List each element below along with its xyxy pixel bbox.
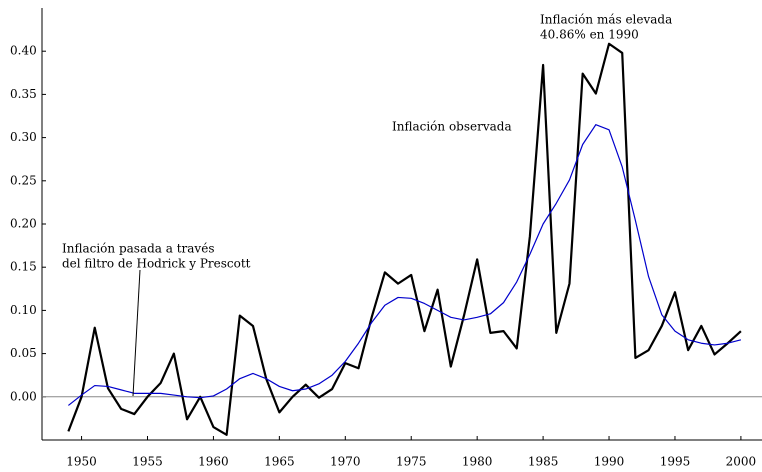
y-tick-label: 0.25 xyxy=(10,173,37,187)
x-tick-label: 1980 xyxy=(462,455,493,469)
series-line xyxy=(68,124,742,406)
series-line xyxy=(67,42,742,436)
annotation: Inflación pasada a través xyxy=(62,242,214,256)
x-tick-label: 1985 xyxy=(528,455,559,469)
y-tick-label: 0.30 xyxy=(10,130,37,144)
x-tick-label: 1950 xyxy=(66,455,97,469)
x-tick-label: 1960 xyxy=(198,455,229,469)
x-tick-label: 1965 xyxy=(264,455,295,469)
x-tick-label: 1995 xyxy=(660,455,691,469)
annotation: Inflación más elevada xyxy=(540,13,672,27)
annotation: del filtro de Hodrick y Prescott xyxy=(62,257,251,271)
y-tick-label: 0.10 xyxy=(10,303,37,317)
annotation-pointer xyxy=(132,269,141,397)
x-tick-label: 1975 xyxy=(396,455,427,469)
y-tick-label: 0.40 xyxy=(10,44,37,58)
x-tick-label: 1990 xyxy=(594,455,625,469)
y-tick-label: 0.05 xyxy=(10,346,37,360)
y-tick-label: 0.15 xyxy=(10,260,37,274)
annotation: Inflación observada xyxy=(392,120,512,134)
y-tick-label: 0.35 xyxy=(10,87,37,101)
y-tick-label: 0.00 xyxy=(10,389,37,403)
x-tick-label: 1955 xyxy=(132,455,163,469)
annotation: 40.86% en 1990 xyxy=(540,28,639,42)
y-tick-label: 0.20 xyxy=(10,217,37,231)
x-tick-label: 1970 xyxy=(330,455,361,469)
x-tick-label: 2000 xyxy=(726,455,757,469)
